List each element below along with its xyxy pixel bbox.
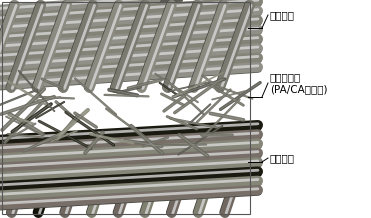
Text: 无纺布层: 无纺布层 [270,10,295,20]
Text: 无纺布层: 无纺布层 [270,153,295,163]
Text: 静电纺丝层
(PA/CA纤维膜): 静电纺丝层 (PA/CA纤维膜) [270,72,328,94]
